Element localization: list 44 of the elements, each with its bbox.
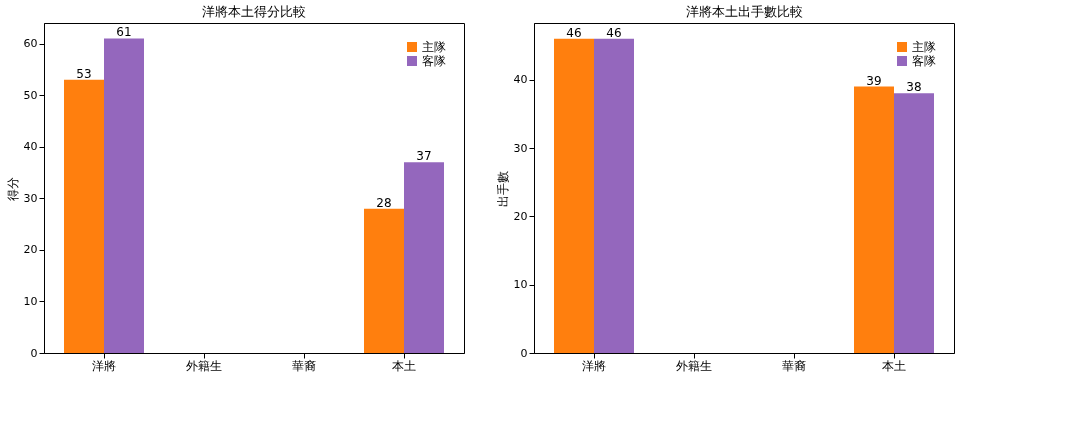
data-label: 28 [376,195,392,210]
y-tick-label: 0 [30,346,38,360]
legend-label: 客隊 [422,54,446,68]
x-tick-label: 外籍生 [186,358,222,373]
x-tick-label: 洋將 [582,358,606,373]
y-tick-label: 30 [513,141,528,155]
x-tick-label: 本土 [882,358,906,373]
x-tick-label: 華裔 [292,358,316,373]
x-tick-label: 本土 [392,358,416,373]
data-label: 46 [606,25,622,40]
y-tick-label: 60 [23,37,38,51]
y-tick-label: 10 [23,294,38,308]
y-tick-label: 40 [23,140,38,154]
y-axis-title: 得分 [5,176,20,201]
y-tick-label: 10 [513,278,528,292]
bar [104,38,144,353]
bar [404,162,444,353]
y-tick-label: 20 [513,209,528,223]
y-axis-title: 出手數 [495,170,510,207]
data-label: 39 [866,73,882,88]
bar [64,79,104,353]
data-label: 61 [116,25,132,40]
bar [554,38,594,353]
y-tick-label: 30 [23,191,38,205]
legend-label: 主隊 [422,40,446,54]
data-label: 37 [416,149,432,164]
bar [854,86,894,353]
y-tick-label: 0 [520,346,528,360]
data-label: 38 [906,80,922,95]
bar [364,208,404,353]
chart-title: 洋將本土出手數比較 [685,4,803,19]
legend-label: 客隊 [912,54,936,68]
y-tick-label: 40 [513,73,528,87]
legend-label: 主隊 [912,40,936,54]
data-label: 46 [566,25,582,40]
data-label: 53 [76,66,92,81]
x-tick-label: 華裔 [782,358,806,373]
y-tick-label: 20 [23,243,38,257]
bar [594,38,634,353]
chart-title: 洋將本土得分比較 [202,4,306,19]
x-tick-label: 洋將 [92,358,116,373]
bar [894,93,934,353]
x-tick-label: 外籍生 [676,358,712,373]
y-tick-label: 50 [23,88,38,102]
